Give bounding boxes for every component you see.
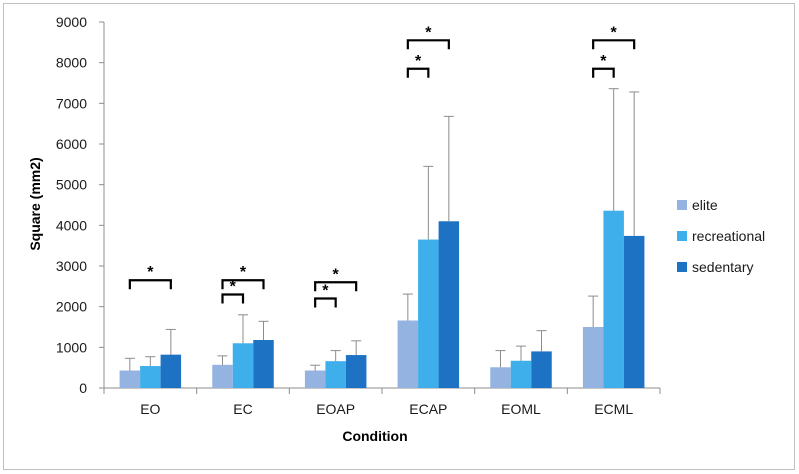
y-axis-ticks: 0 1000 2000 3000 4000 5000 6000 7000 8000 9000	[56, 14, 104, 396]
legend-swatch-sedentary	[677, 262, 687, 272]
x-tick-label: EOAP	[316, 401, 355, 417]
legend-swatch-recreational	[677, 231, 687, 241]
x-tick-label: EO	[140, 401, 160, 417]
significance-bracket	[221, 293, 245, 304]
significance-bracket	[592, 67, 615, 78]
significance-brackets: *********	[128, 24, 636, 308]
bar-elite-EOAP	[304, 370, 326, 388]
significance-star: *	[600, 53, 607, 70]
legend-label-elite: elite	[692, 197, 718, 213]
bar-elite-EOML	[490, 367, 511, 388]
bar-recreational-EO	[140, 366, 161, 388]
bar-sedentary-ECAP	[438, 221, 460, 388]
y-axis-title: Square (mm2)	[27, 157, 43, 250]
legend-label-sedentary: sedentary	[692, 259, 753, 275]
bar-recreational-EC	[232, 343, 254, 388]
y-tick-label: 8000	[56, 55, 87, 71]
bar-sedentary-EO	[160, 354, 182, 388]
x-axis-ticks: EO EC EOAP ECAP EOML ECML	[103, 388, 661, 417]
significance-bracket	[592, 39, 636, 50]
bar-sedentary-EOAP	[345, 355, 367, 388]
y-tick-label: 5000	[56, 177, 87, 193]
bar-elite-ECAP	[397, 320, 419, 388]
y-tick-label: 6000	[56, 136, 87, 152]
y-tick-label: 4000	[56, 217, 87, 233]
bar-elite-EO	[119, 370, 141, 388]
bar-sedentary-EOML	[531, 351, 552, 388]
y-tick-label: 7000	[56, 95, 87, 111]
bar-sedentary-EC	[253, 340, 274, 388]
x-tick-label: EC	[233, 401, 252, 417]
y-tick-label: 2000	[56, 299, 87, 315]
significance-star: *	[333, 266, 340, 283]
significance-star: *	[240, 264, 247, 281]
significance-bracket	[314, 297, 337, 308]
legend-swatch-elite	[677, 200, 687, 210]
axes	[103, 22, 660, 389]
y-tick-label: 0	[79, 380, 87, 396]
bar-recreational-ECAP	[418, 239, 439, 388]
significance-star: *	[230, 278, 237, 295]
error-bars	[124, 88, 640, 371]
x-tick-label: ECAP	[409, 401, 447, 417]
significance-star: *	[322, 283, 329, 300]
y-tick-label: 3000	[56, 258, 87, 274]
significance-bracket	[314, 281, 358, 292]
bar-recreational-EOML	[510, 360, 532, 388]
bar-recreational-ECML	[603, 210, 624, 388]
bar-recreational-EOAP	[325, 361, 346, 388]
bar-elite-EC	[212, 364, 233, 388]
significance-bracket	[406, 67, 430, 78]
significance-star: *	[415, 53, 422, 70]
significance-star: *	[425, 24, 432, 41]
bar-elite-ECML	[582, 327, 604, 388]
significance-bracket	[221, 279, 265, 290]
significance-star: *	[611, 24, 618, 41]
bar-sedentary-ECML	[623, 235, 645, 388]
x-tick-label: EOML	[501, 401, 541, 417]
chart-frame	[3, 3, 795, 470]
significance-bracket	[406, 39, 450, 50]
significance-bracket	[128, 279, 172, 290]
y-tick-label: 9000	[56, 14, 87, 30]
bars	[119, 210, 645, 388]
legend-label-recreational: recreational	[692, 228, 765, 244]
x-axis-title: Condition	[342, 428, 407, 444]
significance-star: *	[147, 264, 154, 281]
y-tick-label: 1000	[56, 339, 87, 355]
x-tick-label: ECML	[594, 401, 633, 417]
legend: elite recreational sedentary	[677, 197, 765, 275]
